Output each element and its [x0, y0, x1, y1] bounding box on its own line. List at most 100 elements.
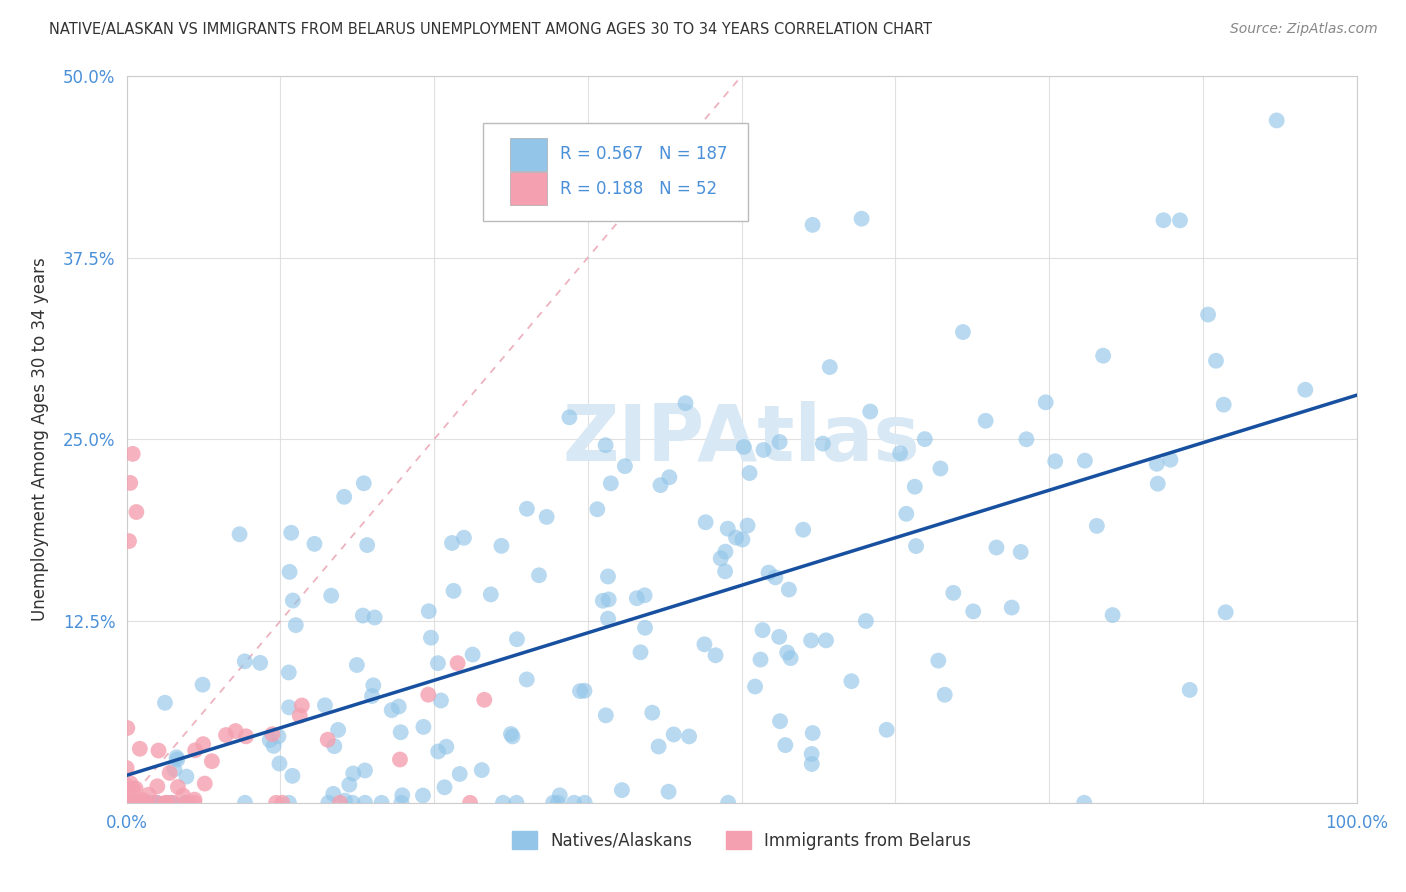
- Point: [288, 708, 311, 723]
- Point: [271, 796, 294, 810]
- Point: [569, 684, 592, 698]
- Point: [337, 778, 360, 792]
- Point: [801, 218, 824, 232]
- Point: [156, 796, 179, 810]
- Point: [650, 478, 672, 492]
- Point: [183, 792, 205, 806]
- Point: [596, 612, 619, 626]
- Point: [233, 796, 256, 810]
- Point: [751, 623, 773, 637]
- Point: [896, 507, 918, 521]
- Point: [599, 476, 621, 491]
- FancyBboxPatch shape: [510, 172, 547, 205]
- Point: [962, 604, 984, 618]
- Point: [647, 739, 669, 754]
- Point: [776, 646, 799, 660]
- Point: [1294, 383, 1316, 397]
- Point: [381, 703, 404, 717]
- Point: [974, 414, 997, 428]
- Point: [264, 796, 287, 810]
- Point: [1101, 608, 1123, 623]
- Point: [129, 796, 152, 810]
- Point: [658, 470, 681, 484]
- Point: [155, 796, 177, 810]
- Point: [115, 761, 138, 775]
- Point: [548, 789, 571, 803]
- Point: [318, 796, 340, 810]
- Point: [120, 776, 142, 790]
- Point: [281, 593, 304, 607]
- Point: [191, 678, 214, 692]
- Point: [228, 527, 250, 541]
- Point: [678, 730, 700, 744]
- Point: [118, 534, 141, 549]
- Point: [479, 587, 502, 601]
- Point: [361, 689, 384, 703]
- Point: [595, 438, 617, 452]
- Point: [472, 693, 495, 707]
- Point: [768, 435, 790, 450]
- Point: [323, 739, 346, 753]
- Point: [1001, 600, 1024, 615]
- Point: [693, 637, 716, 651]
- Point: [876, 723, 898, 737]
- Point: [929, 461, 952, 475]
- Point: [122, 782, 145, 797]
- Point: [889, 446, 911, 460]
- Point: [574, 683, 596, 698]
- Point: [370, 796, 392, 810]
- Point: [818, 359, 841, 374]
- Point: [418, 604, 440, 618]
- Point: [115, 793, 138, 807]
- Point: [934, 688, 956, 702]
- Point: [516, 673, 538, 687]
- Point: [516, 501, 538, 516]
- Point: [986, 541, 1008, 555]
- Point: [613, 459, 636, 474]
- Point: [194, 776, 217, 790]
- Point: [333, 490, 356, 504]
- Point: [800, 756, 823, 771]
- Point: [153, 696, 176, 710]
- Point: [778, 582, 800, 597]
- Point: [1152, 213, 1174, 227]
- Point: [388, 699, 411, 714]
- Point: [717, 796, 740, 810]
- Point: [215, 728, 238, 742]
- Point: [695, 515, 717, 529]
- Point: [146, 796, 169, 810]
- Point: [610, 783, 633, 797]
- FancyBboxPatch shape: [484, 123, 748, 221]
- Point: [191, 737, 214, 751]
- Point: [458, 796, 481, 810]
- Point: [166, 752, 188, 766]
- Point: [201, 754, 224, 768]
- Point: [592, 593, 614, 607]
- Point: [1159, 452, 1181, 467]
- Point: [851, 211, 873, 226]
- Point: [1035, 395, 1057, 409]
- Text: Source: ZipAtlas.com: Source: ZipAtlas.com: [1230, 22, 1378, 37]
- Point: [763, 570, 786, 584]
- Point: [389, 725, 412, 739]
- Point: [304, 537, 326, 551]
- Point: [714, 565, 737, 579]
- Point: [658, 785, 681, 799]
- Point: [174, 796, 197, 810]
- Point: [1215, 605, 1237, 619]
- Point: [278, 700, 301, 714]
- Point: [502, 730, 524, 744]
- Legend: Natives/Alaskans, Immigrants from Belarus: Natives/Alaskans, Immigrants from Belaru…: [506, 825, 977, 856]
- Point: [134, 796, 156, 810]
- Point: [775, 738, 797, 752]
- Point: [138, 788, 160, 802]
- Point: [277, 665, 299, 680]
- Point: [342, 766, 364, 780]
- Point: [769, 714, 792, 729]
- Point: [541, 796, 564, 810]
- Point: [352, 608, 374, 623]
- Point: [471, 763, 494, 777]
- Point: [952, 325, 974, 339]
- Point: [278, 565, 301, 579]
- Point: [259, 733, 281, 747]
